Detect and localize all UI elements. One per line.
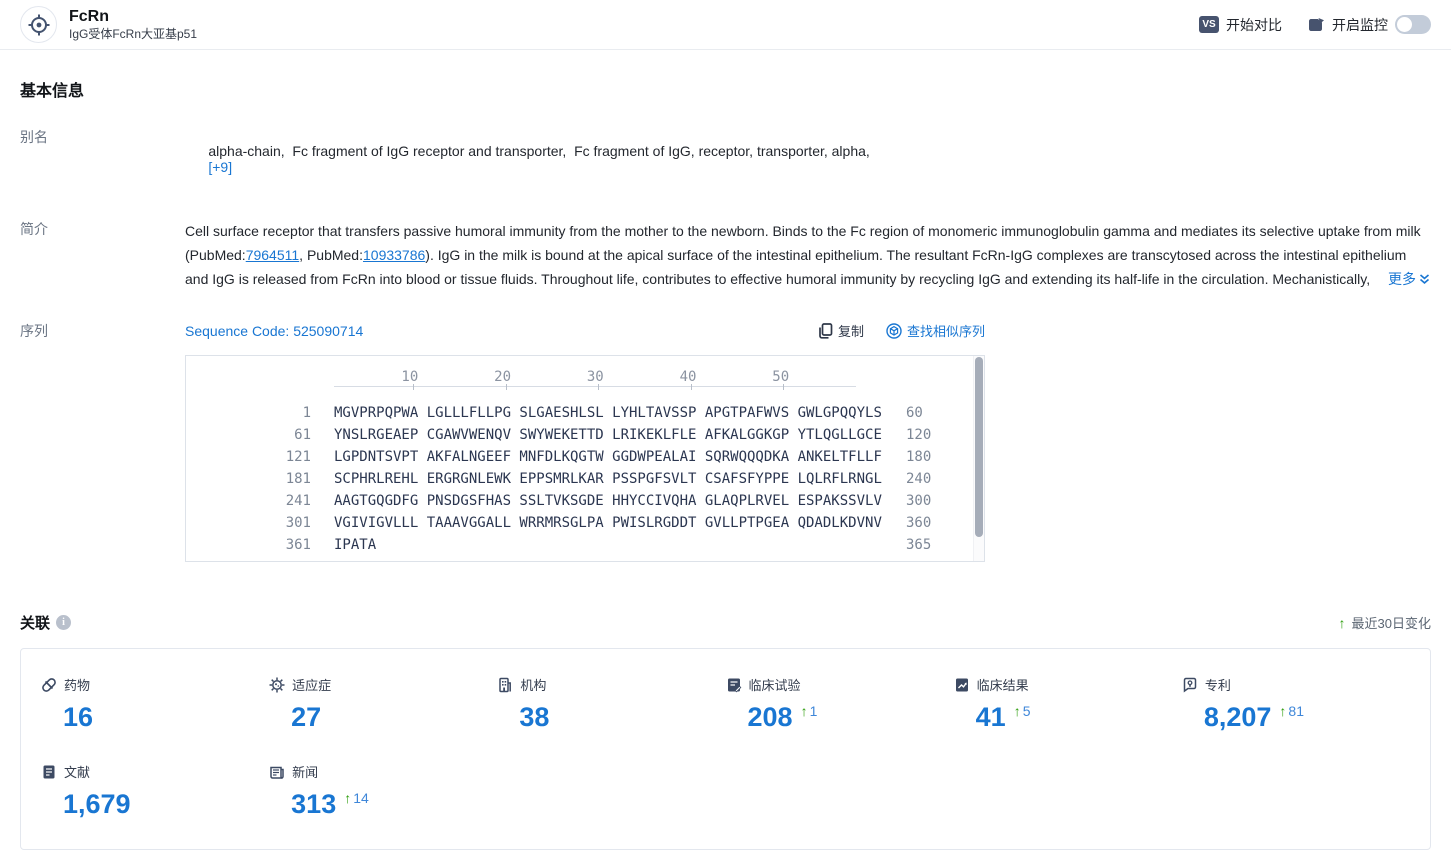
- assoc-card-value[interactable]: 38: [519, 702, 550, 732]
- vs-icon: VS: [1199, 16, 1219, 33]
- assoc-card-value[interactable]: 1,679: [63, 789, 131, 819]
- alias-expand-link[interactable]: [+9]: [208, 159, 233, 175]
- assoc-card-label: 新闻: [292, 765, 319, 780]
- delta-badge: ↑ 5: [1013, 703, 1031, 719]
- intro-text-1: Cell surface receptor that transfers pas…: [185, 223, 1421, 263]
- intro-paragraph: Cell surface receptor that transfers pas…: [185, 219, 1431, 291]
- page-subtitle: IgG受体FcRn大亚基p51: [69, 27, 198, 41]
- up-arrow-icon: ↑: [800, 703, 808, 719]
- assoc-card-label: 机构: [520, 678, 547, 693]
- assoc-card-clinical-results[interactable]: 临床结果 41 ↑ 5: [954, 675, 1182, 732]
- assoc-card-value[interactable]: 8,207: [1203, 702, 1272, 732]
- assoc-card-indications[interactable]: 适应症 27: [269, 675, 497, 732]
- find-similar-sequence-button[interactable]: 查找相似序列: [886, 321, 985, 340]
- delta-badge: ↑ 81: [1279, 703, 1304, 719]
- page-title: FcRn: [69, 8, 109, 25]
- show-more-link[interactable]: 更多: [1388, 267, 1431, 291]
- assoc-card-label: 文献: [64, 765, 91, 780]
- sequence-line: 241 AAGTGQGDFG PNSDGSFHAS SSLTVKSGDE HHYC…: [285, 493, 932, 509]
- sequence-ruler: 10 20 30 40 50: [334, 369, 790, 385]
- sequence-line: 1 MGVPRPQPWA LGLLLFLLPG SLGAESHLSL LYHLTA…: [302, 405, 923, 421]
- news-icon: [269, 764, 285, 780]
- assoc-card-label: 适应症: [292, 678, 332, 693]
- intro-label: 简介: [20, 221, 48, 237]
- sequence-line: 301 VGIVIGVLLL TAAAVGGALL WRRMRSGLPA PWIS…: [285, 515, 932, 531]
- up-arrow-icon: ↑: [344, 790, 352, 806]
- monitor-toggle-switch[interactable]: [1395, 15, 1431, 34]
- sequence-row: 序列 Sequence Code: 525090714 复制: [20, 321, 1431, 562]
- building-icon: [497, 677, 513, 693]
- up-arrow-icon: ↑: [1279, 703, 1287, 719]
- scrollbar-thumb[interactable]: [975, 357, 983, 538]
- assoc-card-value[interactable]: 208: [747, 702, 793, 732]
- assoc-card-clinical-trials[interactable]: 临床试验 208 ↑ 1: [726, 675, 954, 732]
- associations-section-title: 关联: [20, 615, 51, 632]
- assoc-card-value[interactable]: 313: [291, 789, 337, 819]
- cube-search-icon: [886, 322, 902, 339]
- toggle-knob: [1397, 17, 1412, 32]
- start-compare-button[interactable]: VS 开始对比: [1199, 15, 1282, 35]
- sequence-scrollbar[interactable]: [973, 356, 984, 561]
- literature-icon: [41, 764, 57, 780]
- info-icon[interactable]: i: [56, 615, 72, 630]
- up-arrow-icon: ↑: [1013, 703, 1021, 719]
- sequence-line: 181 SCPHRLREHL ERGRGNLEWK EPPSMRLKAR PSSP…: [285, 471, 932, 487]
- sequence-line: 361 IPATA 365: [285, 537, 932, 553]
- virus-icon: [269, 677, 285, 693]
- alias-row: 别名 alpha-chain, Fc fragment of IgG recep…: [20, 127, 1431, 191]
- up-arrow-icon: ↑: [1338, 614, 1346, 631]
- patent-icon: [1182, 677, 1198, 693]
- assoc-card-label: 药物: [64, 678, 91, 693]
- assoc-card-news[interactable]: 新闻 313 ↑ 14: [269, 762, 497, 819]
- assoc-card-label: 临床试验: [748, 678, 801, 693]
- monitor-icon: [1308, 17, 1325, 32]
- enable-monitor-label: 开启监控: [1332, 16, 1388, 33]
- alias-label: 别名: [20, 129, 48, 145]
- delta-badge: ↑ 1: [800, 703, 818, 719]
- sequence-line: 121 LGPDNTSVPT AKFALNGEEF MNFDLKQGTW GGDW…: [285, 449, 932, 465]
- pubmed-link-1[interactable]: 7964511: [245, 247, 300, 263]
- sequence-code-link[interactable]: Sequence Code: 525090714: [185, 322, 364, 339]
- basic-info-section-title: 基本信息: [20, 83, 85, 100]
- assoc-card-value[interactable]: 27: [291, 702, 322, 732]
- sequence-ruler-line: [334, 384, 856, 394]
- assoc-card-label: 临床结果: [976, 678, 1029, 693]
- intro-text-2: , PubMed:: [299, 247, 363, 263]
- recent-change-label: 最近30日变化: [1351, 616, 1431, 631]
- assoc-card-value[interactable]: 41: [975, 702, 1006, 732]
- sequence-label: 序列: [20, 323, 48, 339]
- pill-icon: [41, 677, 57, 693]
- assoc-card-organizations[interactable]: 机构 38: [497, 675, 725, 732]
- target-logo-icon: [20, 6, 57, 43]
- assoc-card-value[interactable]: 16: [63, 702, 94, 732]
- clinical-trial-icon: [726, 677, 742, 693]
- clinical-result-icon: [954, 677, 970, 693]
- assoc-card-patents[interactable]: 专利 8,207 ↑ 81: [1182, 675, 1410, 732]
- copy-icon: [819, 322, 833, 339]
- intro-text-3: ). IgG in the milk is bound at the apica…: [185, 247, 1407, 287]
- associations-card-panel: 药物 16 适应症 27 机构 38: [20, 648, 1431, 850]
- intro-row: 简介 Cell surface receptor that transfers …: [20, 219, 1431, 291]
- enable-monitor-control[interactable]: 开启监控: [1308, 15, 1431, 35]
- start-compare-label: 开始对比: [1226, 16, 1282, 33]
- assoc-card-label: 专利: [1204, 678, 1231, 693]
- assoc-card-literature[interactable]: 文献 1,679: [41, 762, 269, 819]
- top-header-bar: FcRn IgG受体FcRn大亚基p51 VS 开始对比 开启监控: [0, 0, 1451, 50]
- double-chevron-down-icon: [1419, 273, 1430, 284]
- copy-sequence-button[interactable]: 复制: [818, 321, 864, 340]
- sequence-line: 61 YNSLRGEAEP CGAWVWENQV SWYWEKETTD LRIKE…: [294, 427, 932, 443]
- delta-badge: ↑ 14: [344, 790, 369, 806]
- alias-value: alpha-chain, Fc fragment of IgG receptor…: [208, 143, 874, 159]
- sequence-viewer: 10 20 30 40 50 1 MGVPRPQPWA LGLLLFLLPG SL…: [185, 355, 985, 562]
- recent-change-indicator: ↑ 最近30日变化: [1339, 613, 1431, 632]
- pubmed-link-2[interactable]: 10933786: [363, 247, 426, 263]
- assoc-card-drugs[interactable]: 药物 16: [41, 675, 269, 732]
